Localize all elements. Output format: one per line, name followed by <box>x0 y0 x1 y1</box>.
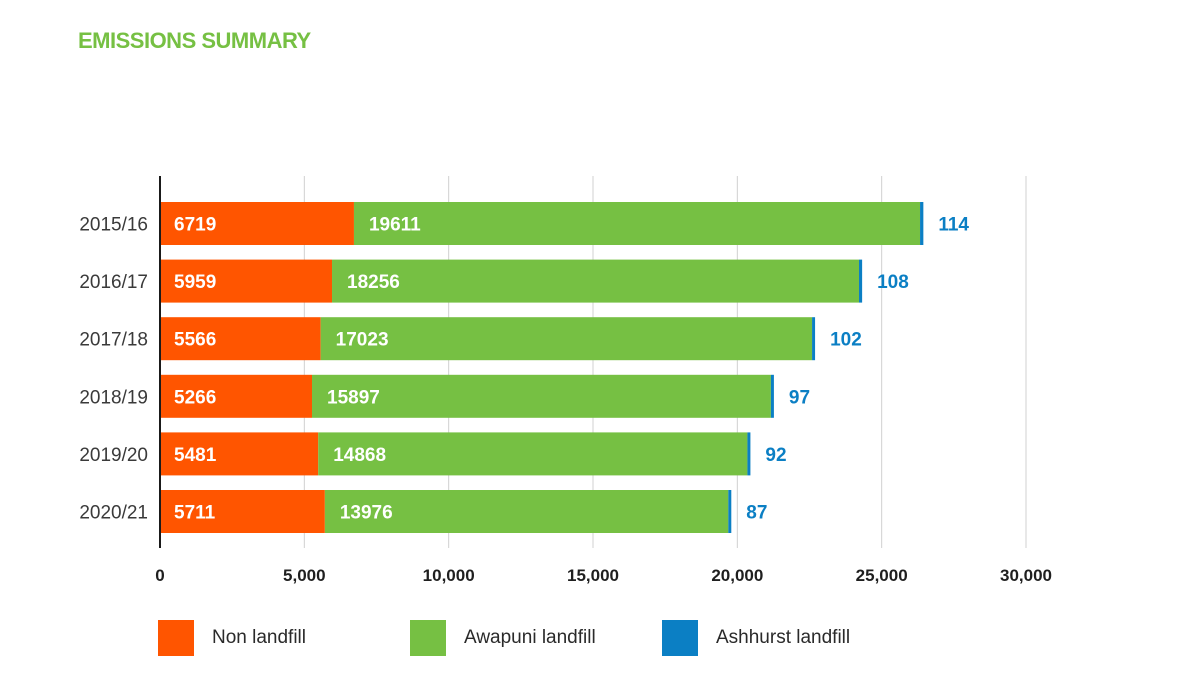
legend-swatch-awapuni-landfill <box>410 620 446 656</box>
category-label: 2018/19 <box>79 387 148 408</box>
data-label: 102 <box>830 330 862 351</box>
bar-segment <box>160 374 313 418</box>
data-label: 114 <box>938 215 969 236</box>
bar-segment <box>770 374 774 418</box>
category-label: 2017/18 <box>79 330 148 351</box>
data-label: 14868 <box>333 445 386 466</box>
bar-segment <box>728 490 732 533</box>
x-tick-label: 25,000 <box>856 566 908 585</box>
data-label: 18256 <box>347 272 400 293</box>
bar-segment <box>920 202 924 245</box>
data-label: 17023 <box>336 330 389 351</box>
bar-segment <box>859 259 863 303</box>
x-tick-label: 20,000 <box>711 566 763 585</box>
data-label: 108 <box>877 272 909 293</box>
x-tick-label: 30,000 <box>1000 566 1052 585</box>
bar-segment <box>812 317 816 361</box>
x-tick-label: 0 <box>155 566 164 585</box>
category-label: 2020/21 <box>79 503 148 524</box>
data-label: 97 <box>789 387 810 408</box>
bar-segment <box>160 432 319 476</box>
category-label: 2019/20 <box>79 445 148 466</box>
data-label: 19611 <box>369 215 421 236</box>
chart-legend: Non landfill Awapuni landfill Ashhurst l… <box>158 620 914 656</box>
bar-segment <box>353 202 921 245</box>
data-label: 5959 <box>174 272 216 293</box>
category-label: 2015/16 <box>79 215 148 236</box>
bar-segment <box>312 374 771 418</box>
legend-item-non-landfill: Non landfill <box>158 620 410 656</box>
bar-segment <box>160 202 354 245</box>
bar-segment <box>160 259 333 303</box>
data-label: 92 <box>765 445 786 466</box>
data-label: 5566 <box>174 330 216 351</box>
data-label: 6719 <box>174 215 216 236</box>
x-tick-label: 10,000 <box>423 566 475 585</box>
chart-title: EMISSIONS SUMMARY <box>78 28 311 53</box>
legend-label-non-landfill: Non landfill <box>212 627 306 648</box>
data-label: 5266 <box>174 387 216 408</box>
bar-segment <box>160 490 325 533</box>
data-label: 87 <box>746 503 767 524</box>
x-tick-label: 5,000 <box>283 566 326 585</box>
legend-label-awapuni-landfill: Awapuni landfill <box>464 627 596 648</box>
bar-segment <box>318 432 748 476</box>
bar-segment <box>324 490 729 533</box>
legend-item-awapuni-landfill: Awapuni landfill <box>410 620 662 656</box>
data-label: 5481 <box>174 445 217 466</box>
legend-swatch-ashhurst-landfill <box>662 620 698 656</box>
data-label: 15897 <box>327 387 380 408</box>
legend-swatch-non-landfill <box>158 620 194 656</box>
data-label: 5711 <box>174 503 216 524</box>
data-label: 13976 <box>340 503 393 524</box>
category-label: 2016/17 <box>79 272 148 293</box>
bar-segment <box>747 432 751 476</box>
legend-item-ashhurst-landfill: Ashhurst landfill <box>662 620 914 656</box>
legend-label-ashhurst-landfill: Ashhurst landfill <box>716 627 851 648</box>
x-tick-label: 15,000 <box>567 566 619 585</box>
bar-segment <box>160 317 321 361</box>
bar-segment <box>320 317 813 361</box>
bar-segment <box>332 259 860 303</box>
